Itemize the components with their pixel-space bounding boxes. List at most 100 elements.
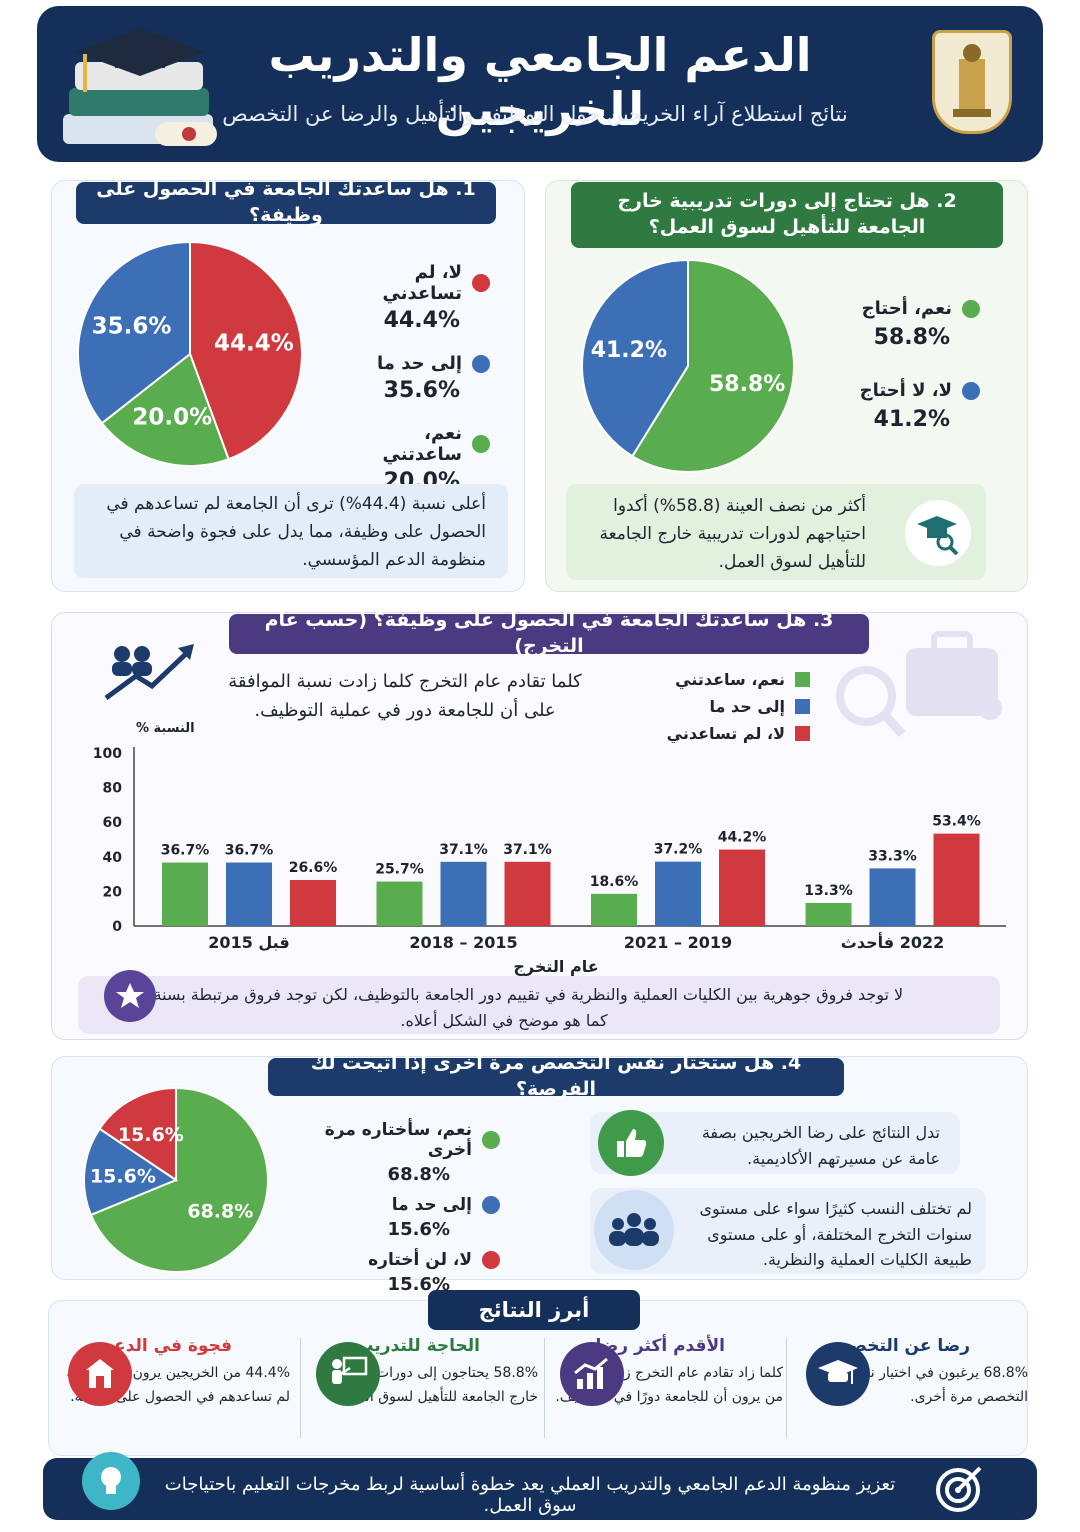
legend-label: لا، لا أحتاج <box>859 380 952 401</box>
x-axis-label: عام التخرج <box>513 957 598 976</box>
y-tick-label: 80 <box>103 781 123 797</box>
finding-title: الأقدم أكثر رضا <box>595 1336 725 1356</box>
finding-item: رضا عن التخصص 68.8% يرغبون في اختيار نفس… <box>800 1336 1028 1446</box>
pie-slice <box>189 240 303 461</box>
q1-legend-item: نعم، ساعدتني <box>340 423 490 465</box>
q4-title: 4. هل ستختار نفس التخصص مرة أخرى إذا أتي… <box>268 1052 844 1100</box>
blue-dot-icon <box>472 354 490 373</box>
finding-title: الحاجة للتدريب <box>356 1336 480 1356</box>
q1-legend: لا، لم تساعدني 44.4% إلى حد ما 35.6% نعم… <box>340 262 490 494</box>
legend-label: إلى حد ما <box>709 697 785 716</box>
legend-value: 58.8% <box>873 325 950 350</box>
x-tick-label: 2015 – 2018 <box>409 933 517 952</box>
q2-pie-chart: 58.8% 41.2% <box>581 258 795 473</box>
pie-slice-label: 15.6% <box>118 1124 184 1146</box>
legend-value: 15.6% <box>387 1219 450 1240</box>
legend-value: 44.4% <box>383 308 460 333</box>
green-dot-icon <box>482 1131 500 1149</box>
y-tick-label: 60 <box>103 815 123 831</box>
page-subtitle: نتائج استطلاع آراء الخريجين حول التوظيف … <box>222 102 848 126</box>
q2-title: 2. هل تحتاج إلى دورات تدريبية خارج الجام… <box>571 182 1003 248</box>
bar <box>440 861 487 926</box>
pie-slice <box>89 1086 269 1273</box>
briefcase-search-icon <box>836 631 1002 737</box>
legend-swatch <box>795 699 810 714</box>
bar-value-label: 33.3% <box>868 848 917 864</box>
bar <box>504 861 551 926</box>
q1-legend-item: لا، لم تساعدني <box>340 262 490 304</box>
legend-value: 68.8% <box>387 1164 450 1185</box>
blue-dot-icon <box>962 381 980 400</box>
target-icon <box>936 1466 982 1512</box>
group-people-icon <box>594 1190 674 1270</box>
q1-pie-chart: 44.4% 20.0% 35.6% <box>77 240 303 467</box>
bar <box>226 862 272 926</box>
university-logo <box>932 30 1012 134</box>
legend-label: إلى حد ما <box>377 353 462 374</box>
bar <box>290 879 336 926</box>
legend-label: نعم، أحتاج <box>861 298 952 319</box>
red-dot-icon <box>472 274 490 292</box>
pie-slice <box>100 352 230 467</box>
page-title: الدعم الجامعي والتدريب للخريجين <box>268 28 812 136</box>
q1-legend-item: إلى حد ما <box>340 353 490 374</box>
legend-label: لا، لن أختاره <box>368 1250 472 1270</box>
divider <box>300 1338 301 1438</box>
finding-title: فجوة في الدعم <box>100 1336 232 1356</box>
findings-title: أبرز النتائج <box>428 1290 640 1330</box>
trainer-icon <box>316 1342 380 1406</box>
x-tick-label: قبل 2015 <box>208 933 289 952</box>
q3-legend: نعم، ساعدتني إلى حد ما لا، لم تساعدني <box>660 670 810 751</box>
pie-slice-label: 41.2% <box>591 338 667 363</box>
q3-bar-chart: النسبة % 0 20 40 60 80 100 36.7% 36.7% 26.6% قبل 2… <box>93 721 1006 976</box>
bar-value-label: 53.4% <box>932 814 981 830</box>
x-tick-label: 2022 فأحدث <box>841 932 944 952</box>
q4-legend-item: نعم، سأختاره مرة أخرى <box>300 1120 500 1160</box>
q3-caption: كلما تقادم عام التخرج كلما زادت نسبة الم… <box>228 671 582 721</box>
legend-value: 41.2% <box>873 407 950 432</box>
bar-value-label: 36.7% <box>225 843 274 859</box>
bar-value-label: 37.1% <box>503 842 552 858</box>
q4-legend-item: لا، لن أختاره <box>300 1250 500 1270</box>
people-trend-icon <box>104 644 194 701</box>
legend-value: 35.6% <box>383 378 460 403</box>
x-tick-label: 2019 – 2021 <box>624 933 732 952</box>
y-tick-label: 100 <box>93 746 122 762</box>
finding-title: رضا عن التخصص <box>827 1336 970 1356</box>
red-dot-icon <box>482 1251 500 1269</box>
bar-value-label: 37.1% <box>439 842 488 858</box>
q2-legend-item: لا، لا أحتاج <box>850 380 980 401</box>
bar-value-label: 13.3% <box>804 883 853 899</box>
divider <box>786 1338 787 1438</box>
lightbulb-icon <box>82 1452 140 1510</box>
bar <box>869 868 916 926</box>
legend-label: نعم، ساعدتني <box>382 423 462 465</box>
bar <box>805 902 852 926</box>
pie-slice-label: 20.0% <box>132 404 212 430</box>
books-cap-icon <box>63 28 217 146</box>
graduation-cap-icon <box>806 1342 870 1406</box>
bar <box>655 861 701 926</box>
bar-value-label: 18.6% <box>590 874 639 890</box>
q2-note: أكثر من نصف العينة (58.8%) أكدوا احتياجه… <box>566 484 986 580</box>
finding-text: 44.4% من الخريجين يرون أن الجامعة لم تسا… <box>66 1365 290 1405</box>
legend-swatch <box>795 672 810 687</box>
legend-label: لا، لم تساعدني <box>382 262 463 304</box>
pie-slice-label: 58.8% <box>709 372 785 397</box>
pie-slice <box>77 240 191 425</box>
growth-chart-icon <box>560 1342 624 1406</box>
bar <box>591 893 637 926</box>
q4-legend: نعم، سأختاره مرة أخرى 68.8% إلى حد ما 15… <box>300 1120 500 1305</box>
q4-legend-item: إلى حد ما <box>300 1195 500 1215</box>
pie-slice <box>98 1086 177 1182</box>
star-icon <box>104 970 156 1022</box>
pie-slice <box>83 1127 179 1217</box>
pie-slice <box>581 258 689 458</box>
y-tick-label: 40 <box>103 850 123 866</box>
green-dot-icon <box>472 435 490 453</box>
blue-dot-icon <box>482 1196 500 1214</box>
bar-value-label: 26.6% <box>289 860 338 876</box>
q3-title: 3. هل ساعدتك الجامعة في الحصول على وظيفة… <box>229 609 869 657</box>
y-tick-label: 0 <box>112 919 122 935</box>
legend-value: 15.6% <box>387 1274 450 1295</box>
